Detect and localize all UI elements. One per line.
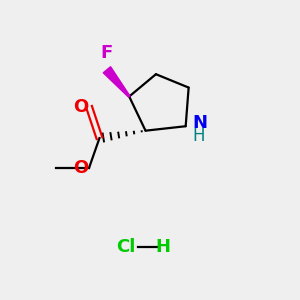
Text: N: N: [192, 114, 207, 132]
Polygon shape: [103, 67, 130, 97]
Text: Cl: Cl: [116, 238, 136, 256]
Text: O: O: [73, 159, 88, 177]
Text: O: O: [73, 98, 88, 116]
Text: F: F: [101, 44, 113, 62]
Text: H: H: [192, 127, 205, 145]
Text: H: H: [156, 238, 171, 256]
